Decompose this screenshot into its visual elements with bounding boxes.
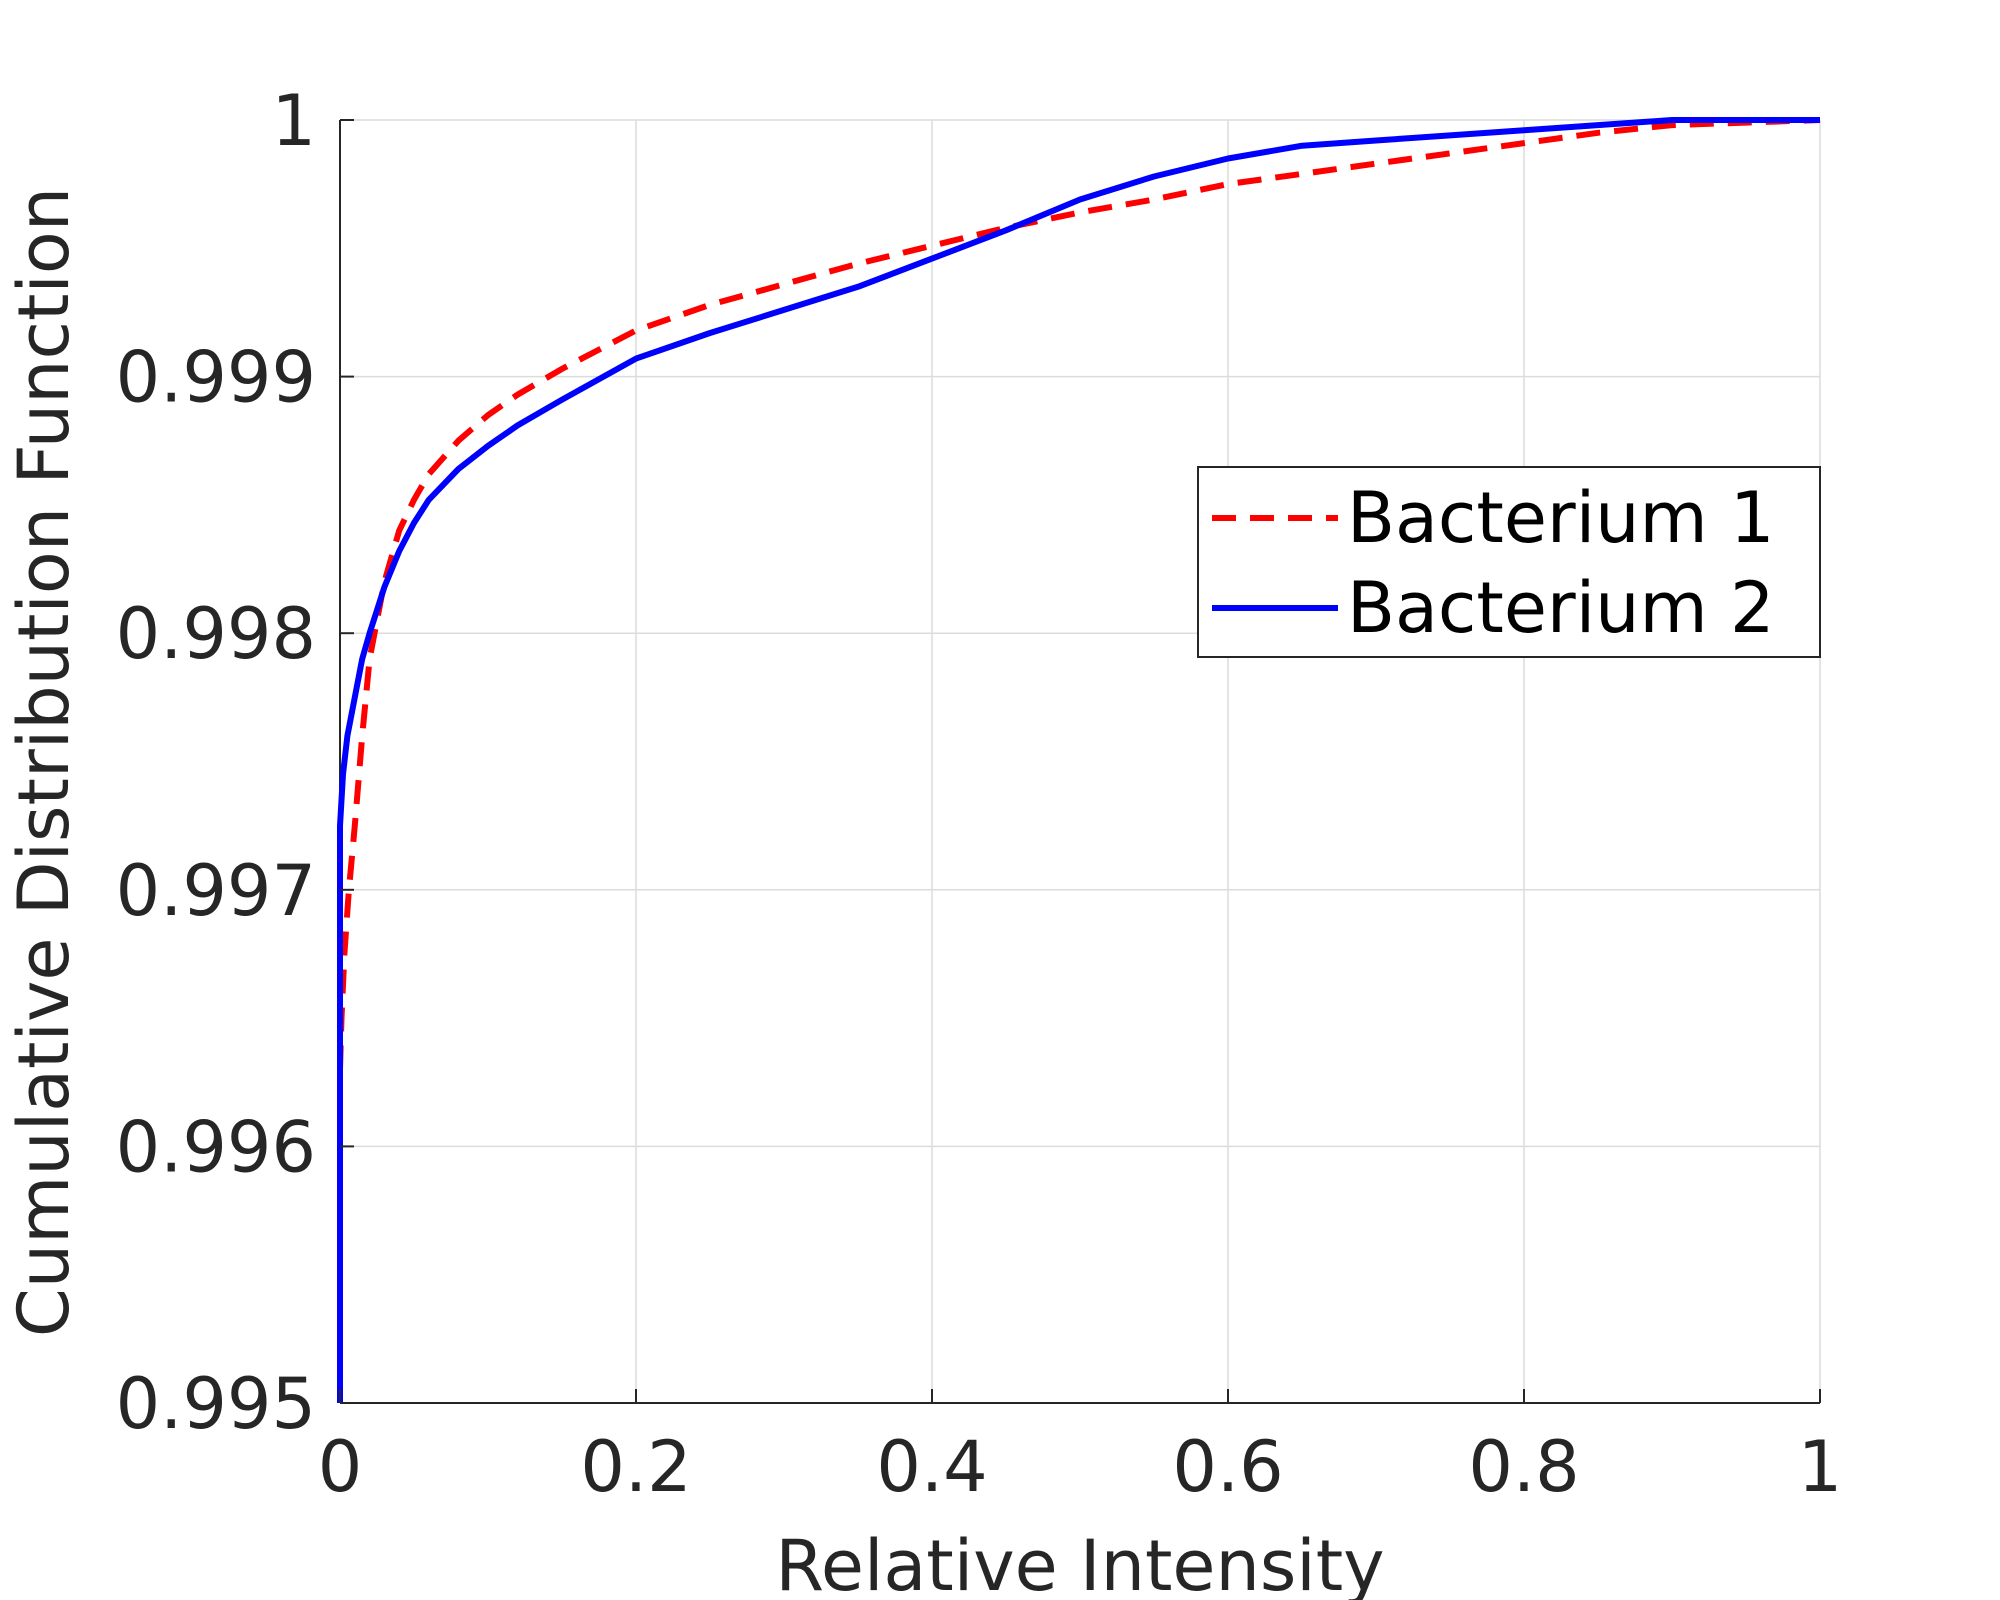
legend: Bacterium 1 Bacterium 2 [1197,466,1821,658]
legend-label-bacterium-2: Bacterium 2 [1347,567,1775,649]
y-tick-label: 0.996 [116,1106,316,1188]
x-tick-label: 1 [1798,1426,1843,1508]
x-tick-label: 0.6 [1172,1426,1283,1508]
y-tick-label: 0.997 [116,850,316,932]
x-tick-label: 0.4 [876,1426,987,1508]
y-axis-label: Cumulative Distribution Function [3,187,85,1337]
x-tick-label: 0 [318,1426,363,1508]
series [337,117,1821,1403]
y-tick-label: 0.999 [116,337,316,419]
y-tick-label: 0.995 [116,1363,316,1445]
legend-label-bacterium-1: Bacterium 1 [1347,477,1775,559]
plot-area-frame [340,120,1820,1403]
x-axis-label: Relative Intensity [775,1525,1384,1600]
y-tick-label: 1 [271,80,316,162]
axes [339,120,1820,1404]
x-tick-label: 0.8 [1468,1426,1579,1508]
y-tick-label: 0.998 [116,593,316,675]
ticks: 0 0.2 0.4 0.6 0.8 1 0.995 0.996 0.997 0.998 0.999 1 [116,80,1843,1508]
series-line-bacterium-1 [337,117,1821,1070]
legend-box [1197,466,1821,658]
series-line-bacterium-2 [337,117,1820,1403]
x-tick-label: 0.2 [580,1426,691,1508]
grid [339,119,1821,1404]
